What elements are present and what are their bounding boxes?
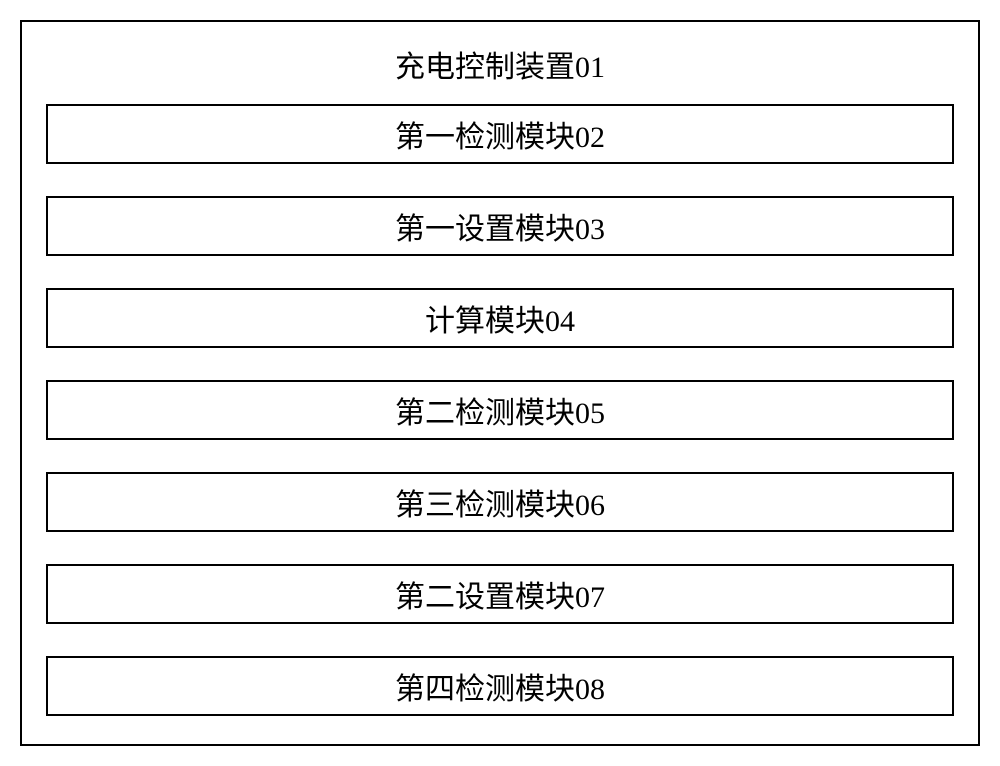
- module-box: 第二设置模块07: [46, 564, 954, 624]
- module-box: 第一设置模块03: [46, 196, 954, 256]
- charging-control-device-container: 充电控制装置01 第一检测模块02 第一设置模块03 计算模块04 第二检测模块…: [20, 20, 980, 746]
- module-box: 第二检测模块05: [46, 380, 954, 440]
- module-box: 第四检测模块08: [46, 656, 954, 716]
- diagram-title: 充电控制装置01: [46, 42, 954, 86]
- module-box: 第一检测模块02: [46, 104, 954, 164]
- module-box: 第三检测模块06: [46, 472, 954, 532]
- module-box: 计算模块04: [46, 288, 954, 348]
